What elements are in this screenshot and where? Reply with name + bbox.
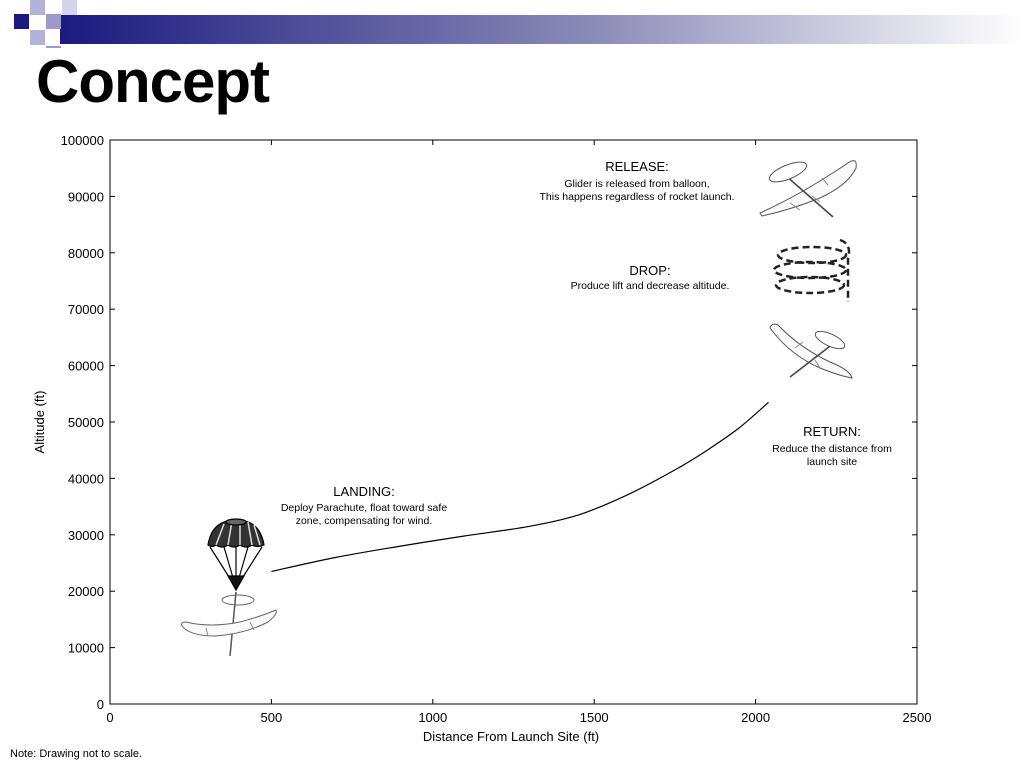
decor-square xyxy=(46,14,61,29)
glider-release-icon xyxy=(759,160,857,218)
y-tick-label: 40000 xyxy=(68,471,104,486)
decor-square xyxy=(30,0,45,15)
annotation-drop-heading: DROP: xyxy=(629,263,670,278)
spiral-descent-icon xyxy=(772,238,851,302)
annotation-release-line: Glider is released from balloon, xyxy=(564,178,709,190)
x-tick-label: 500 xyxy=(261,710,283,725)
y-tick-label: 100000 xyxy=(61,133,104,148)
decor-square xyxy=(62,0,77,15)
parachute-icon xyxy=(207,518,265,592)
tick-labels: 0 500 1000 1500 2000 2500 0 10000 20000 30000 4000… xyxy=(61,133,932,725)
y-tick-label: 50000 xyxy=(68,415,104,430)
decor-square xyxy=(46,46,61,48)
annotation-return-heading: RETURN: xyxy=(803,424,861,439)
decor-square xyxy=(30,30,45,45)
annotation-return-line: Reduce the distance from xyxy=(772,443,892,455)
slide-title: Concept xyxy=(36,48,270,115)
x-tick-label: 0 xyxy=(106,710,113,725)
decor-square xyxy=(14,14,29,29)
annotation-release-line: This happens regardless of rocket launch… xyxy=(540,191,735,203)
trajectory-line xyxy=(271,401,769,573)
y-tick-label: 70000 xyxy=(68,302,104,317)
y-tick-label: 80000 xyxy=(68,246,104,261)
x-tick-label: 2000 xyxy=(741,710,770,725)
annotation-release-heading: RELEASE: xyxy=(605,159,669,174)
y-tick-label: 60000 xyxy=(68,359,104,374)
x-axis-label: Distance From Launch Site (ft) xyxy=(423,729,599,744)
annotation-drop-line: Produce lift and decrease altitude. xyxy=(571,280,730,292)
axis-ticks xyxy=(109,139,918,705)
y-tick-label: 0 xyxy=(97,697,104,712)
plot-frame xyxy=(109,139,918,705)
annotation-landing-line: Deploy Parachute, float toward safe xyxy=(281,502,448,514)
glider-return-icon xyxy=(769,323,853,379)
y-tick-label: 10000 xyxy=(68,641,104,656)
y-tick-label: 30000 xyxy=(68,528,104,543)
y-axis-label: Altitude (ft) xyxy=(32,391,47,454)
header-band xyxy=(14,0,1024,48)
x-tick-label: 1000 xyxy=(418,710,447,725)
x-tick-label: 2500 xyxy=(903,710,932,725)
y-tick-label: 90000 xyxy=(68,189,104,204)
annotation-return-line: launch site xyxy=(807,456,857,468)
y-tick-label: 20000 xyxy=(68,584,104,599)
annotation-landing-line: zone, compensating for wind. xyxy=(296,515,433,527)
glider-landing-icon xyxy=(181,591,277,657)
annotation-landing-heading: LANDING: xyxy=(333,484,394,499)
x-tick-label: 1500 xyxy=(580,710,609,725)
footnote: Note: Drawing not to scale. xyxy=(10,748,143,760)
